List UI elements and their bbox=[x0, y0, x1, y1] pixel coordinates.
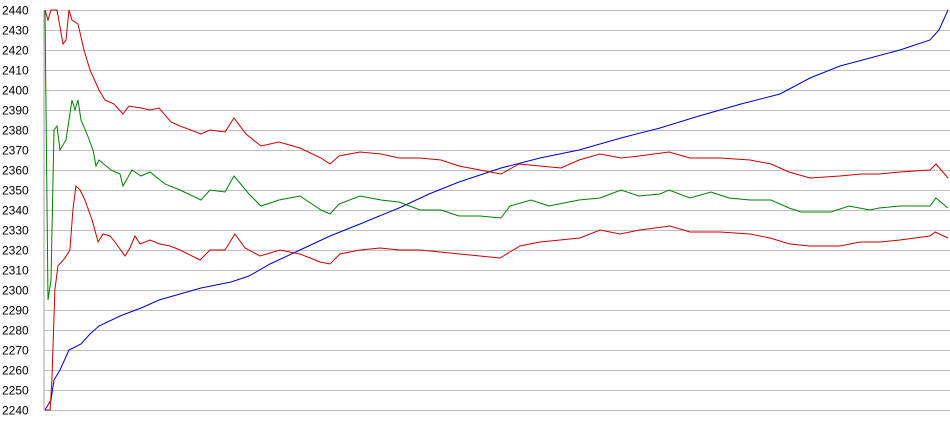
y-tick-label: 2250 bbox=[2, 384, 29, 398]
series-line-1 bbox=[44, 9, 949, 301]
y-tick-label: 2430 bbox=[2, 24, 29, 38]
y-tick-label: 2290 bbox=[2, 304, 29, 318]
series-line-0 bbox=[44, 9, 949, 411]
series-line-2 bbox=[44, 9, 949, 179]
y-tick-label: 2410 bbox=[2, 64, 29, 78]
series-line-3 bbox=[45, 184, 949, 411]
y-tick-label: 2330 bbox=[2, 224, 29, 238]
y-axis-tick-labels: 2240 2250 2260 2270 2280 2290 2300 2310 2320 2330… bbox=[2, 4, 29, 418]
y-tick-label: 2400 bbox=[2, 84, 29, 98]
y-tick-label: 2380 bbox=[2, 124, 29, 138]
y-tick-label: 2420 bbox=[2, 44, 29, 58]
y-tick-label: 2340 bbox=[2, 204, 29, 218]
y-tick-label: 2260 bbox=[2, 364, 29, 378]
y-tick-label: 2360 bbox=[2, 164, 29, 178]
y-tick-label: 2300 bbox=[2, 284, 29, 298]
y-tick-label: 2370 bbox=[2, 144, 29, 158]
y-tick-label: 2440 bbox=[2, 4, 29, 18]
y-tick-label: 2280 bbox=[2, 324, 29, 338]
y-tick-label: 2320 bbox=[2, 244, 29, 258]
y-tick-label: 2350 bbox=[2, 184, 29, 198]
y-tick-label: 2310 bbox=[2, 264, 29, 278]
y-tick-label: 2240 bbox=[2, 404, 29, 418]
y-tick-label: 2390 bbox=[2, 104, 29, 118]
y-tick-label: 2270 bbox=[2, 344, 29, 358]
gridlines bbox=[44, 10, 950, 411]
series-lines bbox=[44, 9, 949, 411]
